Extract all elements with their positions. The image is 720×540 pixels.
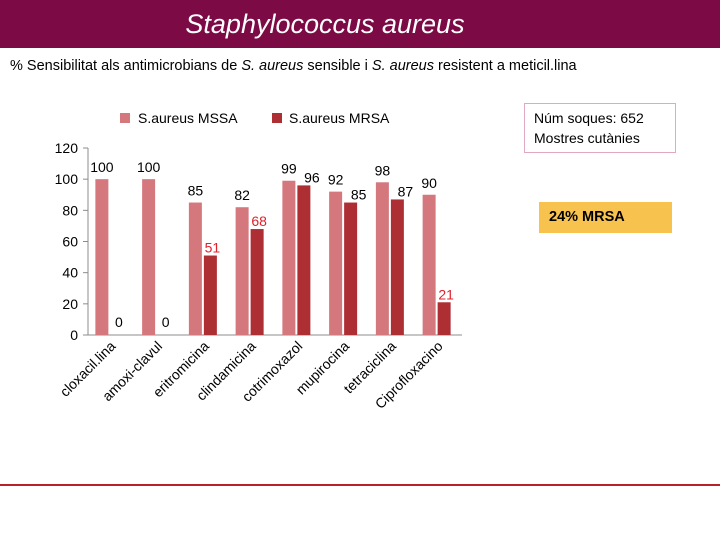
data-label-mssa: 90 xyxy=(421,175,437,191)
data-label-mssa: 99 xyxy=(281,161,297,177)
info-line-strains: Núm soques: 652 xyxy=(534,110,644,126)
y-tick-label: 60 xyxy=(62,234,78,250)
data-label-mssa: 82 xyxy=(234,187,250,203)
info-line-samples: Mostres cutànies xyxy=(534,130,640,146)
y-tick-label: 80 xyxy=(62,202,78,218)
bar-chart: 0 20 40 60 80 100 120 S.aureus MSSA S.aureus MRS… xyxy=(55,110,462,412)
bar-mrsa xyxy=(297,185,311,335)
data-label-mrsa: 87 xyxy=(398,183,414,199)
bar-mssa xyxy=(142,179,156,335)
subtitle-species-1: S. aureus xyxy=(241,58,304,74)
bar-mssa xyxy=(375,182,389,335)
bar-mrsa xyxy=(250,229,264,335)
data-label-mrsa: 21 xyxy=(438,286,454,302)
legend-label-mrsa: S.aureus MRSA xyxy=(289,110,390,126)
legend-swatch-mssa xyxy=(120,113,130,123)
data-label-mssa: 100 xyxy=(137,159,161,175)
title-bar xyxy=(0,0,720,48)
y-tick-label: 100 xyxy=(55,171,79,187)
y-tick-label: 0 xyxy=(70,327,78,343)
bar-mrsa xyxy=(344,202,358,335)
subtitle-suffix: resistent a meticil.lina xyxy=(433,58,577,74)
data-label-mssa: 92 xyxy=(328,172,344,188)
page-title: Staphylococcus aureus xyxy=(185,9,465,39)
subtitle-mid: sensible i xyxy=(303,58,372,74)
y-tick-label: 120 xyxy=(55,140,79,156)
bar-mssa xyxy=(329,191,343,335)
bar-mssa xyxy=(422,194,436,335)
data-label-mssa: 85 xyxy=(188,183,204,199)
subtitle-prefix: % Sensibilitat als antimicrobians de xyxy=(10,58,242,74)
y-tick-label: 40 xyxy=(62,265,78,281)
bar-mssa xyxy=(188,202,202,335)
data-label-mrsa: 0 xyxy=(115,314,123,330)
data-label-mssa: 100 xyxy=(90,159,114,175)
data-label-mrsa: 96 xyxy=(304,169,320,185)
bar-mssa xyxy=(235,207,249,335)
data-label-mrsa: 0 xyxy=(162,314,170,330)
data-label-mrsa: 68 xyxy=(251,213,267,229)
bar-mrsa xyxy=(390,199,404,335)
bar-mrsa xyxy=(437,302,451,335)
data-label-mrsa: 51 xyxy=(205,240,221,256)
bottom-divider xyxy=(0,484,720,486)
subtitle: % Sensibilitat als antimicrobians de S. … xyxy=(10,58,577,74)
mrsa-percentage-box: 24% MRSA xyxy=(539,202,672,233)
bar-mssa xyxy=(95,179,109,335)
bar-mrsa xyxy=(203,255,217,335)
data-label-mrsa: 85 xyxy=(351,187,367,203)
subtitle-species-2: S. aureus xyxy=(371,58,434,74)
data-label-mssa: 98 xyxy=(375,162,391,178)
legend-swatch-mrsa xyxy=(272,113,282,123)
info-box: Núm soques: 652 Mostres cutànies xyxy=(524,103,676,153)
y-tick-label: 20 xyxy=(62,296,78,312)
bar-mssa xyxy=(282,180,296,335)
legend-label-mssa: S.aureus MSSA xyxy=(138,110,238,126)
